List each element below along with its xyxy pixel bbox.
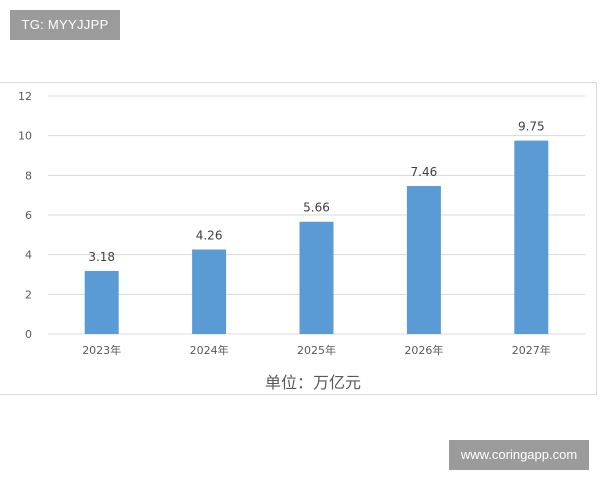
bar-2023年 bbox=[84, 270, 119, 334]
watermark-top-left: TG: MYYJJPP bbox=[10, 10, 120, 40]
watermark-bottom-right: www.coringapp.com bbox=[449, 440, 589, 470]
chart-frame: 0 2 4 6 8 10 12 3.18 4.26 5.66 7.46 9.75 2023年 2024… bbox=[0, 82, 597, 395]
data-labels: 3.18 4.26 5.66 7.46 9.75 bbox=[88, 120, 544, 264]
y-tick-label: 12 bbox=[18, 90, 32, 103]
bar-2025年 bbox=[299, 221, 334, 334]
bar-2027年 bbox=[514, 140, 549, 334]
y-tick-label: 8 bbox=[25, 169, 32, 182]
x-tick-label: 2023年 bbox=[82, 343, 121, 357]
data-label: 4.26 bbox=[196, 229, 223, 243]
x-tick-label: 2025年 bbox=[297, 343, 336, 357]
x-axis-ticks: 2023年 2024年 2025年 2026年 2027年 bbox=[82, 343, 551, 357]
data-label: 9.75 bbox=[518, 120, 545, 134]
data-label: 3.18 bbox=[88, 250, 115, 264]
y-tick-label: 2 bbox=[25, 288, 32, 301]
bar-2024年 bbox=[192, 249, 227, 334]
y-tick-label: 0 bbox=[25, 328, 32, 341]
x-axis-label: 单位：万亿元 bbox=[265, 373, 361, 392]
bars bbox=[84, 140, 549, 334]
x-tick-label: 2024年 bbox=[190, 343, 229, 357]
data-label: 7.46 bbox=[411, 165, 438, 179]
bar-2026年 bbox=[406, 186, 441, 334]
y-tick-label: 6 bbox=[25, 209, 32, 222]
bar-chart: 0 2 4 6 8 10 12 3.18 4.26 5.66 7.46 9.75 2023年 2024… bbox=[18, 90, 585, 392]
x-tick-label: 2026年 bbox=[404, 343, 443, 357]
y-tick-label: 10 bbox=[18, 130, 32, 143]
y-tick-label: 4 bbox=[25, 249, 32, 262]
data-label: 5.66 bbox=[303, 201, 330, 215]
y-axis-ticks: 0 2 4 6 8 10 12 bbox=[18, 90, 32, 341]
x-tick-label: 2027年 bbox=[512, 343, 551, 357]
